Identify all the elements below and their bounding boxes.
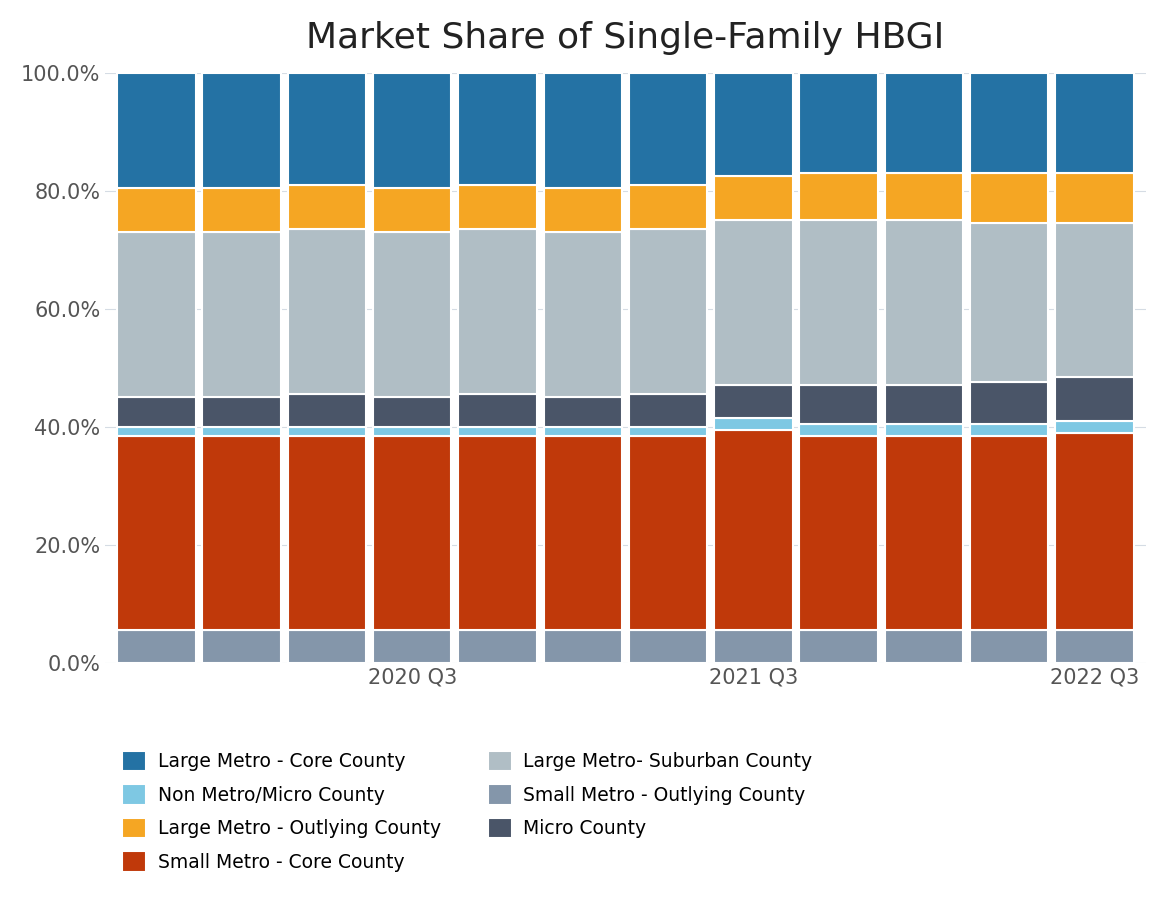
Bar — [373, 73, 451, 188]
Bar — [544, 398, 622, 427]
Bar — [288, 394, 366, 427]
Bar — [373, 427, 451, 436]
Bar — [800, 424, 878, 436]
Bar — [800, 630, 878, 663]
Bar — [458, 436, 537, 630]
Bar — [714, 630, 793, 663]
Bar — [117, 436, 195, 630]
Bar — [1056, 377, 1134, 420]
Bar — [1056, 223, 1134, 377]
Bar — [885, 73, 963, 173]
Bar — [629, 630, 707, 663]
Bar — [629, 184, 707, 229]
Bar — [885, 173, 963, 220]
Bar — [288, 630, 366, 663]
Bar — [288, 427, 366, 436]
Bar — [117, 427, 195, 436]
Bar — [970, 223, 1049, 382]
Bar — [288, 184, 366, 229]
Bar — [117, 73, 195, 188]
Bar — [629, 73, 707, 184]
Bar — [970, 382, 1049, 424]
Bar — [885, 424, 963, 436]
Legend: Large Metro - Core County, Non Metro/Micro County, Large Metro - Outlying County: Large Metro - Core County, Non Metro/Mic… — [115, 743, 819, 880]
Bar — [800, 385, 878, 424]
Bar — [544, 630, 622, 663]
Bar — [885, 630, 963, 663]
Bar — [202, 436, 281, 630]
Bar — [202, 630, 281, 663]
Bar — [970, 173, 1049, 223]
Bar — [458, 184, 537, 229]
Bar — [1056, 73, 1134, 173]
Bar — [714, 385, 793, 418]
Bar — [800, 173, 878, 220]
Bar — [885, 220, 963, 385]
Bar — [1056, 173, 1134, 223]
Bar — [970, 73, 1049, 173]
Bar — [970, 630, 1049, 663]
Bar — [714, 418, 793, 429]
Bar — [714, 73, 793, 176]
Bar — [373, 436, 451, 630]
Bar — [458, 630, 537, 663]
Bar — [629, 436, 707, 630]
Bar — [544, 427, 622, 436]
Bar — [202, 73, 281, 188]
Bar — [970, 436, 1049, 630]
Bar — [544, 188, 622, 232]
Bar — [373, 630, 451, 663]
Bar — [885, 436, 963, 630]
Bar — [117, 232, 195, 397]
Bar — [458, 427, 537, 436]
Bar — [1056, 420, 1134, 432]
Bar — [714, 220, 793, 385]
Bar — [288, 436, 366, 630]
Bar — [202, 427, 281, 436]
Bar — [117, 188, 195, 232]
Bar — [373, 398, 451, 427]
Bar — [970, 424, 1049, 436]
Bar — [1056, 432, 1134, 630]
Bar — [544, 232, 622, 397]
Title: Market Share of Single-Family HBGI: Market Share of Single-Family HBGI — [306, 21, 945, 54]
Bar — [544, 436, 622, 630]
Bar — [714, 429, 793, 630]
Bar — [629, 229, 707, 394]
Bar — [1056, 630, 1134, 663]
Bar — [629, 427, 707, 436]
Bar — [373, 188, 451, 232]
Bar — [288, 73, 366, 184]
Bar — [629, 394, 707, 427]
Bar — [117, 630, 195, 663]
Bar — [202, 398, 281, 427]
Bar — [202, 188, 281, 232]
Bar — [885, 385, 963, 424]
Bar — [117, 398, 195, 427]
Bar — [458, 229, 537, 394]
Bar — [458, 394, 537, 427]
Bar — [458, 73, 537, 184]
Bar — [800, 73, 878, 173]
Bar — [714, 176, 793, 220]
Bar — [202, 232, 281, 397]
Bar — [800, 220, 878, 385]
Bar — [544, 73, 622, 188]
Bar — [288, 229, 366, 394]
Bar — [800, 436, 878, 630]
Bar — [373, 232, 451, 397]
